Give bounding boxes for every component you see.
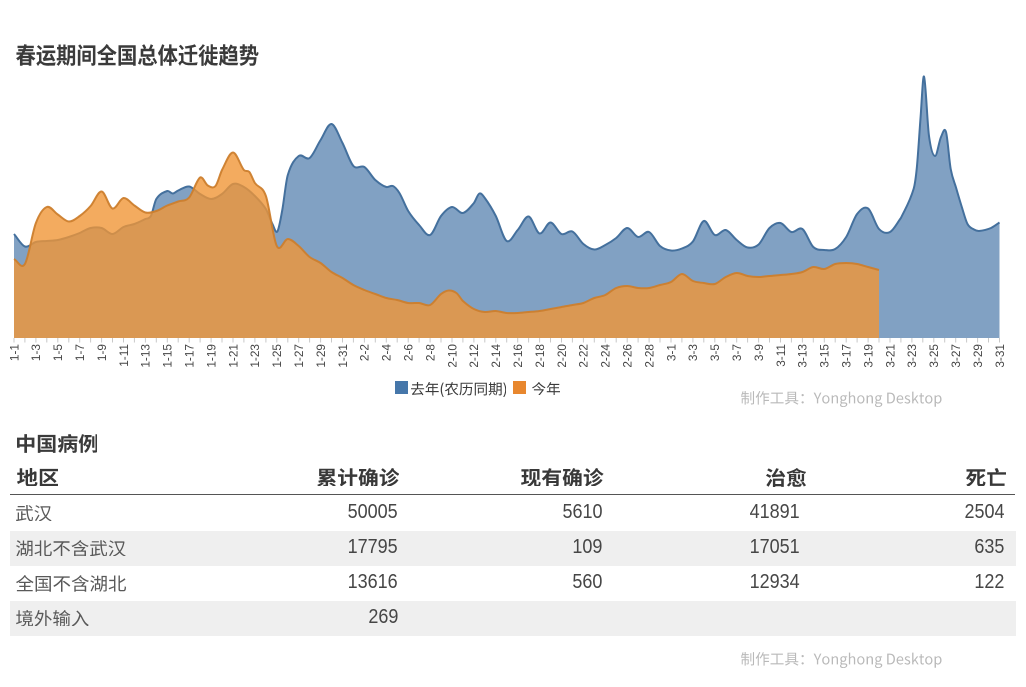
svg-text:1-27: 1-27 xyxy=(292,344,306,368)
svg-text:1-31: 1-31 xyxy=(336,344,350,368)
svg-text:2-8: 2-8 xyxy=(423,344,437,361)
svg-text:2-10: 2-10 xyxy=(445,344,459,368)
svg-text:2-4: 2-4 xyxy=(380,344,394,361)
svg-text:2-24: 2-24 xyxy=(599,344,613,368)
svg-text:3-15: 3-15 xyxy=(818,344,832,368)
svg-text:3-13: 3-13 xyxy=(796,344,810,368)
svg-text:2-26: 2-26 xyxy=(621,344,635,368)
svg-text:3-7: 3-7 xyxy=(730,344,744,361)
svg-text:2-22: 2-22 xyxy=(577,344,591,368)
svg-text:2-18: 2-18 xyxy=(533,344,547,368)
svg-text:1-1: 1-1 xyxy=(7,344,21,361)
svg-text:1-3: 1-3 xyxy=(29,344,43,361)
svg-text:1-15: 1-15 xyxy=(161,344,175,368)
svg-text:3-23: 3-23 xyxy=(905,344,919,368)
svg-text:2-20: 2-20 xyxy=(555,344,569,368)
svg-text:3-11: 3-11 xyxy=(774,344,788,367)
svg-text:2-16: 2-16 xyxy=(511,344,525,368)
svg-text:2-6: 2-6 xyxy=(402,344,416,361)
svg-text:1-11: 1-11 xyxy=(117,344,131,367)
svg-text:1-7: 1-7 xyxy=(73,344,87,361)
svg-text:2-2: 2-2 xyxy=(358,344,372,361)
svg-text:2-28: 2-28 xyxy=(642,344,656,368)
svg-text:2-14: 2-14 xyxy=(489,344,503,368)
svg-text:3-31: 3-31 xyxy=(993,344,1007,368)
svg-text:3-5: 3-5 xyxy=(708,344,722,361)
svg-text:3-27: 3-27 xyxy=(949,344,963,368)
svg-text:3-25: 3-25 xyxy=(927,344,941,368)
svg-text:1-5: 1-5 xyxy=(51,344,65,361)
svg-text:1-17: 1-17 xyxy=(183,344,197,368)
svg-text:1-19: 1-19 xyxy=(204,344,218,368)
svg-text:3-9: 3-9 xyxy=(752,344,766,361)
svg-text:3-3: 3-3 xyxy=(686,344,700,361)
svg-text:1-21: 1-21 xyxy=(226,344,240,368)
svg-text:3-21: 3-21 xyxy=(883,344,897,368)
svg-text:1-13: 1-13 xyxy=(139,344,153,368)
svg-text:3-1: 3-1 xyxy=(664,344,678,361)
svg-text:2-12: 2-12 xyxy=(467,344,481,368)
svg-text:3-17: 3-17 xyxy=(840,344,854,368)
svg-text:1-29: 1-29 xyxy=(314,344,328,368)
svg-text:1-23: 1-23 xyxy=(248,344,262,368)
svg-text:3-29: 3-29 xyxy=(971,344,985,368)
svg-text:1-9: 1-9 xyxy=(95,344,109,361)
svg-text:1-25: 1-25 xyxy=(270,344,284,368)
svg-text:3-19: 3-19 xyxy=(861,344,875,368)
